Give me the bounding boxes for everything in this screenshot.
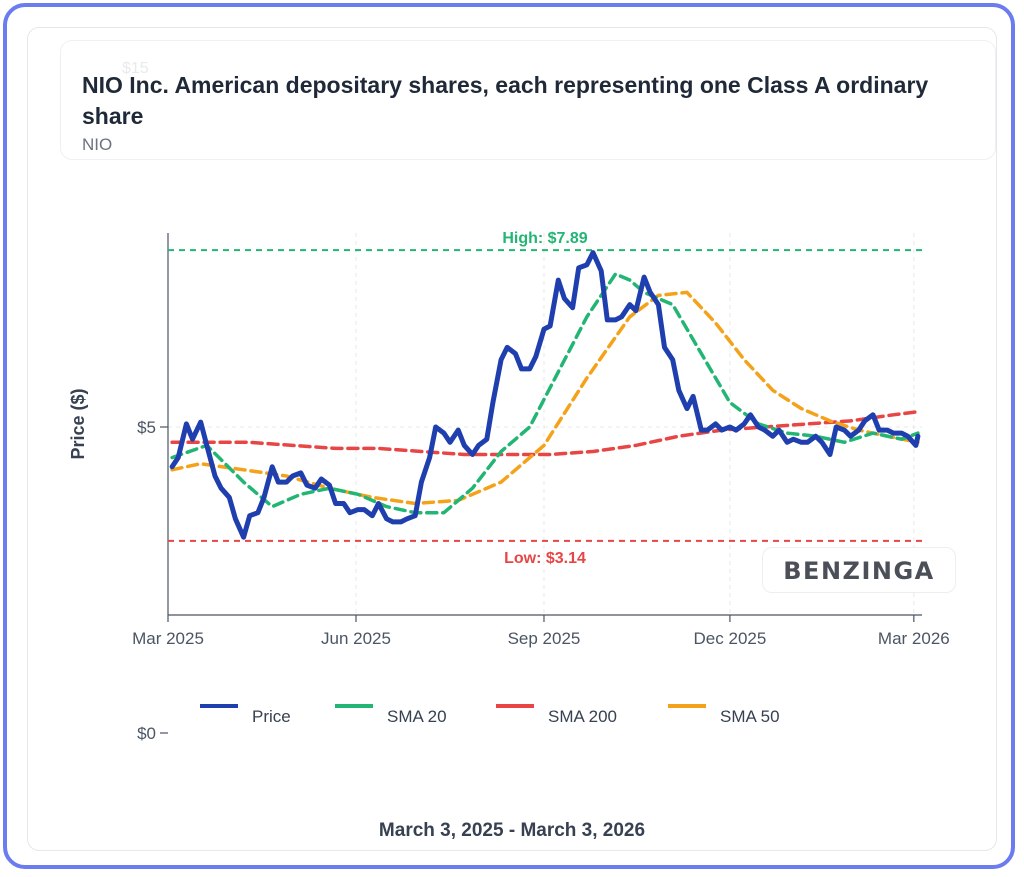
x-tick-label: Dec 2025 <box>694 629 767 648</box>
y-axis-label: Price ($) <box>68 388 88 459</box>
high-label: High: $7.89 <box>502 230 587 247</box>
date-range: March 3, 2025 - March 3, 2026 <box>378 820 646 841</box>
x-tick-label: Jun 2025 <box>321 629 391 648</box>
legend-label: SMA 20 <box>387 707 447 726</box>
chart-header <box>60 40 996 160</box>
chart-title: NIO Inc. American depositary shares, eac… <box>82 72 929 129</box>
y-tick-label: $5 <box>137 418 156 437</box>
legend-label: Price <box>252 707 291 726</box>
sma200-line <box>170 409 920 457</box>
price-line <box>169 250 921 540</box>
y-tick-label: $0 <box>137 724 156 743</box>
legend-label: SMA 50 <box>720 707 780 726</box>
x-tick-label: Mar 2026 <box>878 629 950 648</box>
sma20-line <box>170 272 920 515</box>
x-tick-label: Mar 2025 <box>132 629 204 648</box>
ghost-tick-label: $15 <box>122 60 149 77</box>
sma50-line <box>170 290 920 506</box>
low-label: Low: $3.14 <box>504 550 586 567</box>
x-tick-label: Sep 2025 <box>508 629 581 648</box>
benzinga-watermark: BENZINGA <box>762 547 956 593</box>
legend-label: SMA 200 <box>548 707 617 726</box>
ticker-symbol: NIO <box>82 135 113 154</box>
